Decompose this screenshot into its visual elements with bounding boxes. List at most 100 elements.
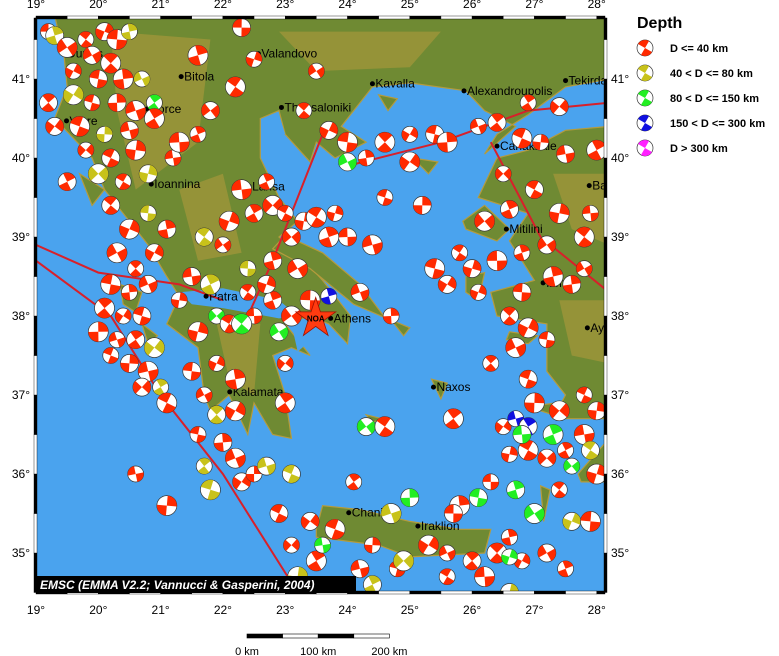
beachball-quadrant	[446, 132, 458, 143]
event-beachball	[500, 200, 519, 219]
legend-beachball-icon	[636, 139, 654, 157]
beachball-quadrant	[63, 89, 74, 104]
event-beachball	[225, 447, 246, 469]
event-beachball	[512, 282, 532, 302]
frame-segment	[285, 15, 317, 20]
beachball-quadrant	[491, 113, 505, 123]
event-beachball	[56, 37, 78, 58]
beachball-quadrant	[335, 205, 344, 216]
city-valandovo: Valandovo	[255, 47, 318, 61]
beachball-quadrant	[580, 511, 592, 522]
lon-tick-label: 25°	[401, 603, 419, 617]
beachball-quadrant	[85, 144, 94, 156]
beachball-quadrant	[409, 488, 419, 498]
lat-tick-label: 35°	[611, 546, 629, 560]
event-beachball	[87, 163, 109, 185]
beachball-quadrant	[206, 274, 220, 285]
beachball-quadrant	[495, 168, 504, 180]
event-beachball	[326, 204, 344, 222]
beachball-quadrant	[513, 480, 525, 490]
event-beachball	[145, 243, 164, 263]
event-beachball	[157, 219, 177, 239]
event-beachball	[39, 93, 58, 113]
event-beachball	[276, 204, 294, 222]
city-label: Ioannina	[154, 177, 200, 191]
beachball-quadrant	[576, 387, 588, 395]
frame-segment	[603, 394, 608, 435]
beachball-quadrant	[463, 266, 473, 278]
event-beachball	[512, 425, 532, 444]
event-beachball	[324, 518, 346, 540]
event-beachball	[231, 179, 252, 200]
noa-station: NOA	[294, 296, 337, 337]
beachball-quadrant	[476, 497, 488, 507]
beachball-quadrant	[358, 158, 368, 166]
event-beachball	[126, 330, 146, 350]
frame-segment	[33, 157, 38, 198]
event-beachball	[474, 566, 495, 588]
beachball-quadrant	[262, 198, 273, 213]
event-beachball	[164, 149, 182, 167]
beachball-quadrant	[489, 122, 503, 132]
city-thessaloniki: Thessaloniki	[278, 100, 351, 114]
beachball-quadrant	[145, 248, 155, 261]
beachball-quadrant	[95, 28, 105, 40]
lon-tick-label: 24°	[338, 0, 356, 11]
event-beachball	[308, 62, 325, 80]
lon-tick-label: 19°	[27, 603, 45, 617]
beachball-quadrant	[108, 284, 121, 295]
beachball-quadrant	[266, 275, 276, 288]
event-beachball	[187, 44, 209, 66]
beachball-quadrant	[376, 416, 391, 427]
beachball-quadrant	[638, 115, 649, 123]
beachball-quadrant	[571, 461, 580, 473]
beachball-quadrant	[254, 51, 263, 62]
beachball-quadrant	[233, 369, 246, 380]
beachball-quadrant	[587, 150, 602, 161]
scale-segment	[282, 633, 319, 639]
city-dot	[178, 74, 184, 80]
event-beachball	[444, 504, 463, 523]
event-beachball	[581, 440, 600, 460]
beachball-quadrant	[133, 307, 145, 316]
beachball-quadrant	[524, 402, 535, 413]
lat-tick-label: 35°	[12, 546, 30, 560]
event-beachball	[83, 94, 101, 112]
event-beachball	[586, 463, 605, 485]
beachball-quadrant	[641, 48, 652, 57]
frame-segment	[378, 15, 410, 20]
event-beachball	[232, 18, 251, 37]
beachball-quadrant	[96, 133, 105, 143]
beachball-quadrant	[300, 290, 311, 301]
beachball-quadrant	[140, 205, 149, 214]
event-beachball	[282, 227, 301, 247]
beachball-quadrant	[234, 313, 249, 324]
legend-label: D > 300 km	[670, 143, 728, 155]
city-label: Mitilini	[509, 222, 542, 236]
beachball-quadrant	[484, 363, 497, 372]
city-dot	[415, 523, 421, 529]
beachball-quadrant	[219, 217, 230, 231]
event-beachball	[283, 536, 300, 554]
beachball-quadrant	[227, 76, 242, 87]
lat-tick-label: 41°	[611, 72, 629, 86]
beachball-quadrant	[641, 148, 652, 157]
city-kalamata: Kalamata	[227, 385, 284, 399]
beachball-quadrant	[501, 537, 512, 546]
beachball-quadrant	[319, 237, 333, 247]
beachball-quadrant	[495, 421, 504, 434]
lon-tick-label: 27°	[525, 0, 543, 11]
event-beachball	[146, 94, 163, 112]
event-beachball	[487, 113, 507, 132]
event-beachball	[582, 204, 599, 222]
beachball-quadrant	[311, 217, 325, 228]
beachball-quadrant	[532, 141, 541, 151]
beachball-quadrant	[337, 132, 349, 143]
beachball-quadrant	[316, 66, 325, 78]
beachball-quadrant	[225, 448, 236, 462]
beachball-quadrant	[490, 481, 499, 490]
beachball-quadrant	[501, 554, 510, 565]
city-label: Chania	[352, 506, 390, 520]
beachball-quadrant	[497, 260, 508, 271]
event-beachball	[152, 378, 169, 396]
